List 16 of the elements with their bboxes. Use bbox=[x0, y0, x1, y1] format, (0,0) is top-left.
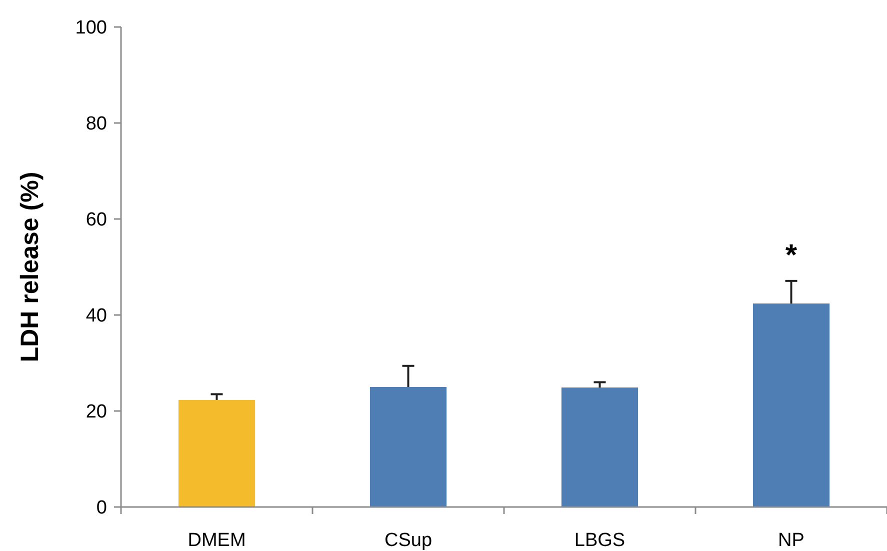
bar bbox=[752, 303, 830, 507]
x-tick-label: CSup bbox=[384, 530, 432, 551]
annotation: * bbox=[785, 238, 798, 272]
bar bbox=[178, 400, 256, 507]
y-tick-label: 40 bbox=[86, 306, 107, 327]
y-axis-title: LDH release (%) bbox=[16, 172, 44, 362]
y-tick-label: 0 bbox=[96, 498, 107, 519]
y-tick-label: 20 bbox=[86, 402, 107, 423]
y-tick-label: 100 bbox=[75, 18, 107, 39]
x-tick-label: DMEM bbox=[188, 530, 246, 551]
y-tick-label: 80 bbox=[86, 114, 107, 135]
bar bbox=[561, 387, 638, 507]
x-tick-label: NP bbox=[778, 530, 804, 551]
bar bbox=[370, 387, 447, 507]
y-tick-label: 60 bbox=[86, 210, 107, 231]
x-tick-label: LBGS bbox=[574, 530, 626, 551]
